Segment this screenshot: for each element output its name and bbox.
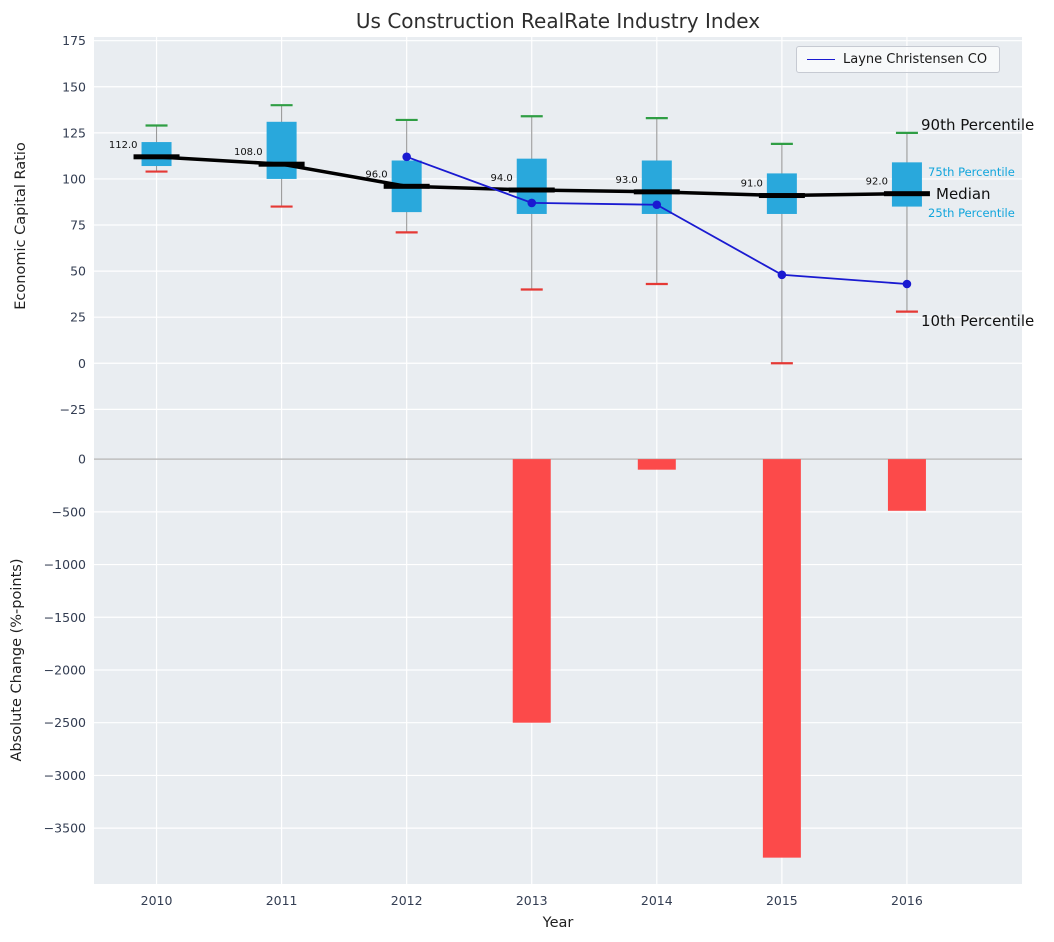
bottom-y-axis-label: Absolute Change (%-points): [9, 559, 25, 762]
bar-2015: [762, 459, 801, 858]
company-point-2015: [777, 270, 787, 280]
top-y-tick-label: 175: [62, 33, 86, 48]
median-value-label: 91.0: [741, 179, 763, 190]
x-tick-label: 2014: [641, 893, 673, 908]
axes-background: [94, 37, 1022, 884]
annotation-median: Median: [936, 185, 991, 203]
legend: Layne Christensen CO: [796, 46, 1001, 73]
box-2011: [266, 121, 297, 179]
x-axis-label: Year: [542, 915, 574, 931]
median-dash-2016: [883, 191, 930, 197]
x-tick-label: 2016: [891, 893, 923, 908]
top-y-tick-label: 75: [70, 218, 86, 233]
bottom-y-tick-label: −1000: [44, 557, 86, 572]
top-y-tick-label: 0: [78, 356, 86, 371]
annotation-10th-percentile: 10th Percentile: [921, 312, 1034, 330]
x-tick-label: 2012: [391, 893, 423, 908]
median-value-label: 108.0: [234, 147, 263, 158]
annotation-90th-percentile: 90th Percentile: [921, 116, 1034, 134]
bottom-y-tick-label: 0: [78, 452, 86, 467]
bar-2014: [637, 459, 676, 470]
median-value-label: 93.0: [616, 175, 638, 186]
median-value-label: 92.0: [866, 177, 888, 188]
chart-title: Us Construction RealRate Industry Index: [356, 9, 760, 33]
bottom-y-tick-label: −2000: [44, 662, 86, 677]
top-y-tick-label: 50: [70, 264, 86, 279]
bottom-y-tick-label: −1500: [44, 610, 86, 625]
x-tick-label: 2010: [141, 893, 173, 908]
median-dash-2010: [133, 154, 180, 160]
legend-line-sample: [807, 59, 835, 60]
company-point-2012: [402, 152, 411, 162]
median-dash-2012: [383, 183, 430, 189]
company-point-2013: [527, 198, 537, 208]
bottom-y-tick-label: −500: [52, 504, 86, 519]
top-y-tick-label: 125: [62, 125, 86, 140]
x-tick-label: 2011: [266, 893, 298, 908]
median-value-label: 96.0: [365, 169, 387, 180]
bottom-y-tick-label: −3000: [44, 768, 86, 783]
top-y-tick-label: 100: [62, 171, 86, 186]
bottom-y-tick-label: −3500: [44, 821, 86, 836]
median-dash-2015: [758, 193, 805, 199]
top-y-tick-label: 25: [70, 310, 86, 325]
median-dash-2014: [633, 189, 680, 195]
plot-dynamic-layer: 175 150 125 100 75 50 25 0 −25 0 −500 −1000 −1500 −20…: [44, 33, 1022, 908]
median-dash-2011: [258, 161, 305, 167]
top-y-axis-label: Economic Capital Ratio: [13, 142, 29, 310]
top-y-tick-label: 150: [62, 79, 86, 94]
annotation-25th-percentile: 25th Percentile: [928, 206, 1015, 220]
legend-label: Layne Christensen CO: [843, 52, 988, 67]
bar-2013: [512, 459, 551, 723]
x-tick-label: 2013: [516, 893, 548, 908]
x-tick-label: 2015: [766, 893, 798, 908]
bottom-y-tick-label: −2500: [44, 715, 86, 730]
annotation-75th-percentile: 75th Percentile: [928, 165, 1015, 179]
median-value-label: 112.0: [109, 140, 138, 151]
company-point-2016: [902, 279, 912, 289]
median-value-label: 94.0: [490, 173, 512, 184]
box-2010: [141, 142, 172, 167]
box-2016: [891, 162, 922, 207]
company-point-2014: [652, 200, 662, 210]
top-y-tick-label: −25: [60, 402, 86, 417]
bar-2016: [887, 459, 926, 511]
median-dash-2013: [508, 187, 555, 193]
